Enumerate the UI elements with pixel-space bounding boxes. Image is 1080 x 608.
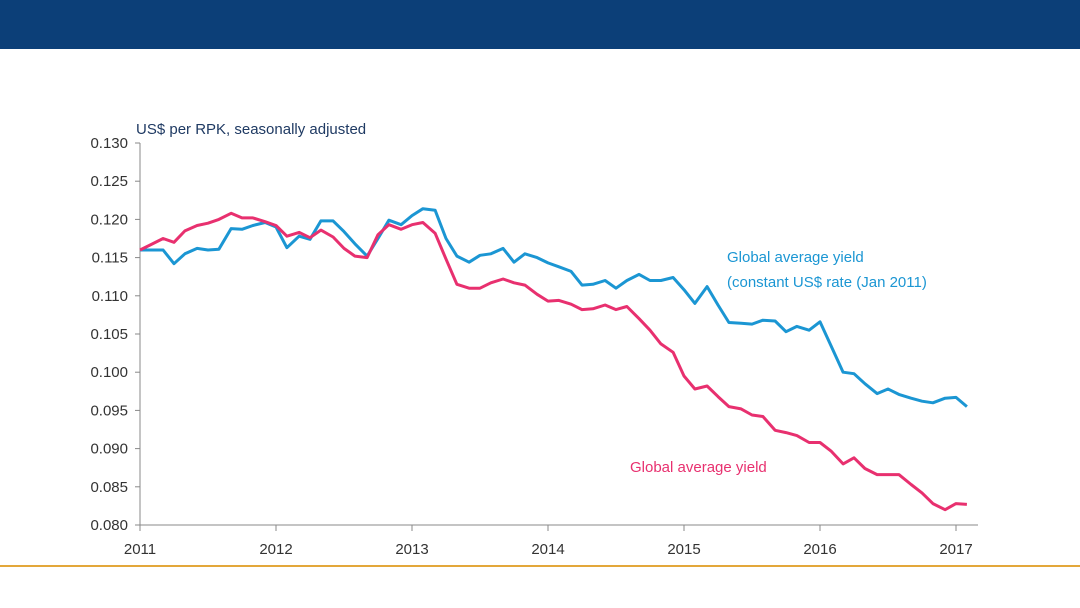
footer-rule xyxy=(0,565,1080,567)
annotation-constant-line1: Global average yield xyxy=(727,249,864,266)
x-tick-label: 2011 xyxy=(124,541,156,558)
y-tick-label: 0.125 xyxy=(90,173,128,190)
annotation-nominal: Global average yield xyxy=(630,459,767,476)
y-axis: 0.130 0.125 0.120 0.115 0.110 0.105 0.100 0.095… xyxy=(90,135,140,534)
y-tick-label: 0.120 xyxy=(90,211,128,228)
y-tick-label: 0.095 xyxy=(90,402,128,419)
header-banner xyxy=(0,0,1080,49)
x-tick-label: 2012 xyxy=(259,541,292,558)
y-tick-label: 0.115 xyxy=(92,250,128,267)
annotation-constant-line2: (constant US$ rate (Jan 2011) xyxy=(727,274,927,291)
x-tick-label: 2015 xyxy=(667,541,700,558)
y-tick-label: 0.090 xyxy=(90,441,128,458)
x-tick-label: 2016 xyxy=(803,541,836,558)
y-tick-label: 0.100 xyxy=(90,364,128,381)
series-line-constant-usd xyxy=(140,207,968,408)
x-tick-label: 2013 xyxy=(395,541,428,558)
x-tick-label: 2017 xyxy=(939,541,972,558)
y-tick-label: 0.130 xyxy=(90,135,128,152)
y-tick-label: 0.085 xyxy=(90,479,128,496)
y-axis-unit-label: US$ per RPK, seasonally adjusted xyxy=(136,121,366,138)
y-tick-label: 0.105 xyxy=(90,326,128,343)
x-axis: 2011 2012 2013 2014 2015 2016 2017 xyxy=(124,525,973,558)
y-tick-label: 0.110 xyxy=(92,288,128,305)
series-line-nominal xyxy=(139,211,968,512)
y-tick-label: 0.080 xyxy=(90,517,128,534)
x-tick-label: 2014 xyxy=(531,541,564,558)
